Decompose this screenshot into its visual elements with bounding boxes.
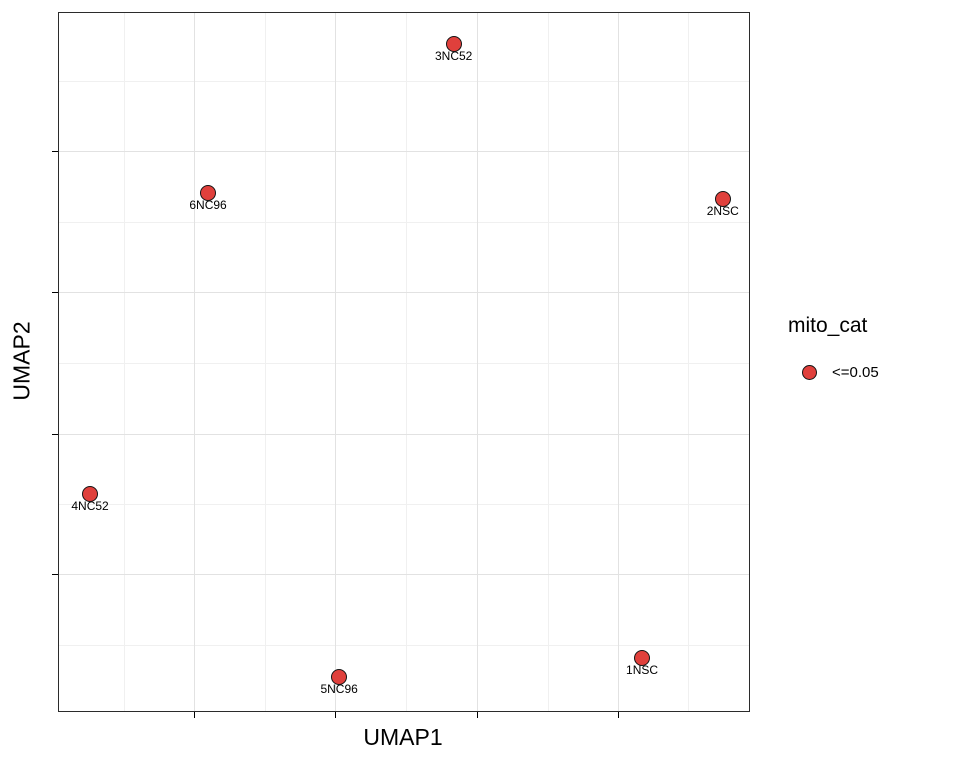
data-point xyxy=(200,185,217,202)
y-axis-tick xyxy=(52,433,58,435)
gridline-vertical-major xyxy=(335,13,336,711)
gridline-vertical-major xyxy=(194,13,196,711)
data-point-label: 4NC52 xyxy=(71,498,109,513)
legend-entry-label: <=0.05 xyxy=(832,364,879,381)
data-point xyxy=(714,190,731,207)
gridline-vertical-minor xyxy=(688,13,690,711)
gridline-horizontal-minor xyxy=(59,504,749,506)
legend-entry: <=0.05 xyxy=(788,364,879,381)
y-axis-title: UMAP2 xyxy=(8,321,35,401)
data-point-label: 1NSC xyxy=(626,662,659,677)
gridline-vertical-minor xyxy=(406,13,408,711)
data-point xyxy=(445,35,462,52)
x-axis-title: UMAP1 xyxy=(363,724,443,750)
gridline-vertical-major xyxy=(617,13,619,711)
x-axis-tick xyxy=(617,712,619,718)
data-point xyxy=(634,649,651,666)
gridline-horizontal-major xyxy=(59,151,749,153)
data-point xyxy=(82,485,99,502)
gridline-horizontal-minor xyxy=(59,80,749,82)
gridline-horizontal-minor xyxy=(59,221,749,223)
gridline-vertical-minor xyxy=(123,13,125,711)
data-point-label: 3NC52 xyxy=(434,48,473,63)
x-axis-tick xyxy=(335,712,336,718)
legend-title: mito_cat xyxy=(788,314,868,337)
gridline-vertical-major xyxy=(477,13,479,711)
gridline-horizontal-major xyxy=(59,574,749,576)
legend-point-icon xyxy=(802,365,817,380)
gridline-vertical-minor xyxy=(264,13,266,711)
y-axis-tick xyxy=(52,574,58,576)
gridline-horizontal-minor xyxy=(59,363,749,365)
gridline-horizontal-major xyxy=(59,433,749,435)
data-point-label: 6NC96 xyxy=(189,198,227,213)
data-point-label: 2NSC xyxy=(706,203,739,218)
y-axis-tick xyxy=(52,151,58,153)
legend: mito_cat <=0.05 xyxy=(788,314,879,381)
gridline-vertical-minor xyxy=(547,13,549,711)
y-axis-tick xyxy=(52,292,58,294)
x-axis-tick xyxy=(477,712,479,718)
plot-panel: 3NC52 6NC96 2NSC 4NC52 1NSC 5NC96 xyxy=(52,12,750,718)
data-point xyxy=(331,668,348,685)
gridline-horizontal-major xyxy=(59,292,749,294)
x-axis-tick xyxy=(194,712,196,718)
gridline-horizontal-minor xyxy=(59,644,749,646)
data-point-label: 5NC96 xyxy=(320,681,358,696)
